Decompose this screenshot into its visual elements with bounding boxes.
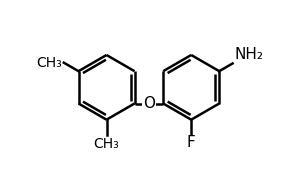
Text: CH₃: CH₃ [94,137,119,151]
Text: CH₃: CH₃ [36,56,62,70]
Text: O: O [143,96,155,111]
Text: NH₂: NH₂ [234,47,263,62]
Text: F: F [187,135,195,150]
